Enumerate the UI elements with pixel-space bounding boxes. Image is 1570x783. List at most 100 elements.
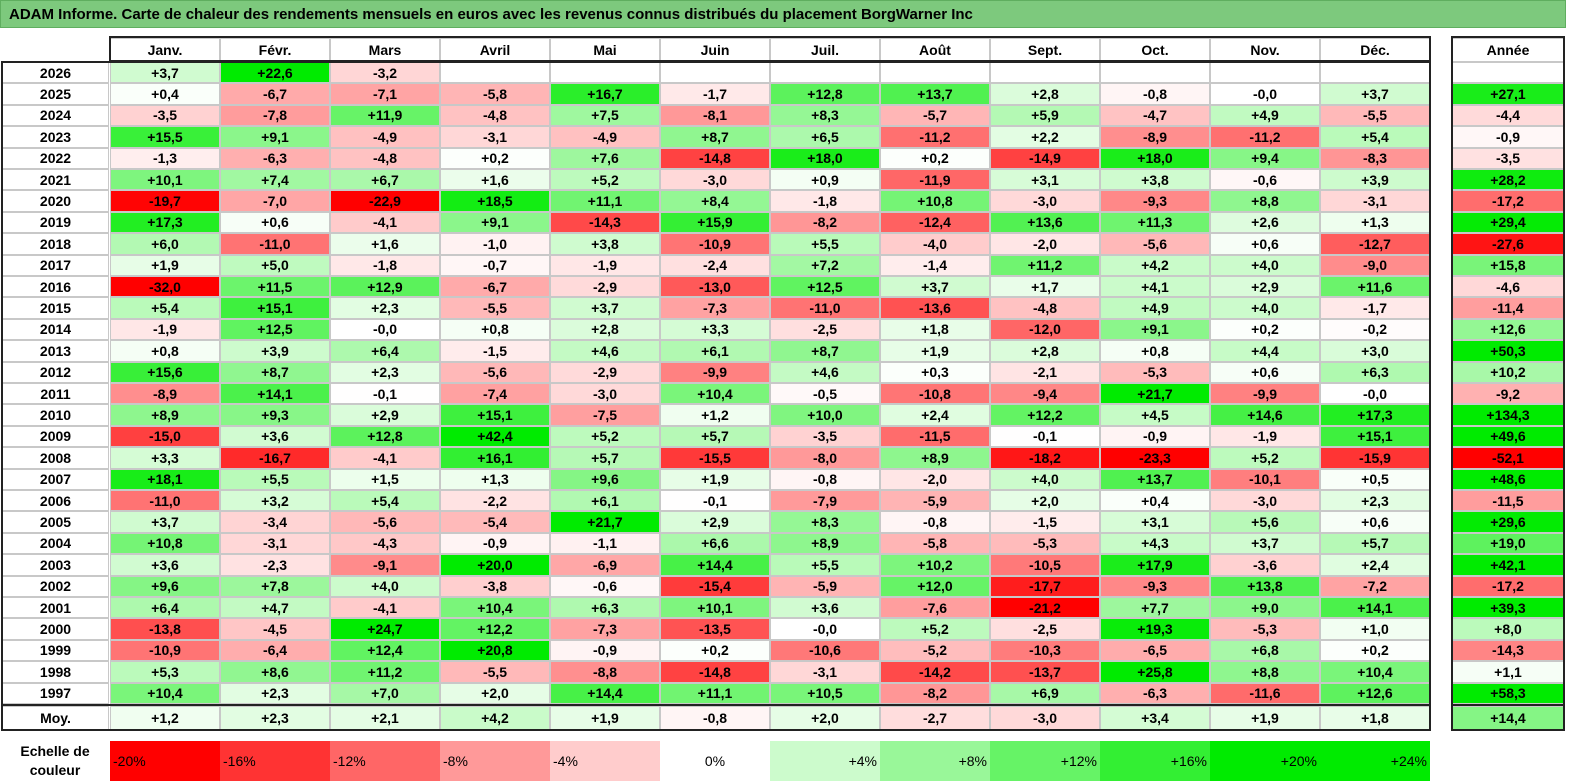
heatmap-cell: -3,4 (220, 511, 330, 533)
year-label: 1999 (2, 639, 109, 662)
heatmap-cell: +2,3 (1320, 490, 1430, 512)
year-label: 2002 (2, 575, 109, 597)
year-label: 2017 (2, 254, 109, 276)
heatmap-cell: +20,0 (440, 554, 550, 576)
heatmap-cell: +9,1 (1100, 318, 1210, 341)
heatmap-cell: -3,5 (110, 104, 220, 127)
heatmap-cell: +2,6 (1210, 211, 1320, 234)
heatmap-cell: -1,9 (1210, 425, 1320, 448)
heatmap-cell: -5,6 (1100, 233, 1210, 255)
heatmap-cell: +3,6 (770, 597, 880, 619)
heatmap-cell: +4,9 (1100, 297, 1210, 319)
heatmap-cell: -12,4 (880, 211, 990, 234)
chart-title: ADAM Informe. Carte de chaleur des rende… (9, 6, 973, 23)
heatmap-cell: -1,9 (110, 318, 220, 341)
month-header-7: Juil. (770, 38, 880, 62)
heatmap-cell: -9,9 (1210, 383, 1320, 405)
heatmap-cell: -21,2 (990, 597, 1100, 619)
heatmap-cell: +0,4 (110, 83, 220, 105)
average-cell: -3,0 (990, 706, 1100, 730)
heatmap-cell: -0,0 (330, 318, 440, 341)
heatmap-cell: +5,4 (110, 297, 220, 319)
heatmap-cell: +2,3 (220, 682, 330, 704)
heatmap-cell: +8,7 (660, 126, 770, 148)
heatmap-cell: +6,1 (550, 490, 660, 512)
average-row-label: Moy. (2, 706, 109, 730)
heatmap-cell: -10,1 (1210, 468, 1320, 490)
annual-cell: +29,6 (1452, 511, 1564, 533)
heatmap-cell: -3,0 (990, 190, 1100, 212)
heatmap-cell: -2,9 (550, 361, 660, 383)
heatmap-cell: -15,5 (660, 447, 770, 469)
heatmap-cell: +2,9 (1210, 276, 1320, 298)
year-label: 2013 (2, 340, 109, 362)
heatmap-cell: +2,9 (330, 404, 440, 426)
heatmap-cell: +5,2 (1210, 447, 1320, 469)
heatmap-cell: -10,6 (770, 639, 880, 662)
heatmap-cell: +1,2 (660, 404, 770, 426)
heatmap-cell: +2,4 (1320, 554, 1430, 576)
heatmap-cell: -7,1 (330, 83, 440, 105)
heatmap-cell: +8,4 (660, 190, 770, 212)
heatmap-cell: +10,4 (660, 383, 770, 405)
heatmap-cell: -8,9 (110, 383, 220, 405)
title-bar: ADAM Informe. Carte de chaleur des rende… (0, 0, 1566, 28)
heatmap-cell: +8,8 (1210, 661, 1320, 683)
heatmap-cell: -10,8 (880, 383, 990, 405)
heatmap-cell: -4,7 (1100, 104, 1210, 127)
heatmap-cell: -12,0 (990, 318, 1100, 341)
heatmap-cell: -5,9 (880, 490, 990, 512)
heatmap-cell: -13,6 (880, 297, 990, 319)
heatmap-cell: +11,3 (1100, 211, 1210, 234)
heatmap-cell: +0,9 (770, 169, 880, 191)
heatmap-cell: +3,6 (110, 554, 220, 576)
heatmap-cell: -17,7 (990, 575, 1100, 597)
heatmap-cell: +4,1 (1100, 276, 1210, 298)
heatmap-cell: -5,8 (440, 83, 550, 105)
annual-cell: -3,5 (1452, 147, 1564, 169)
year-label: 2003 (2, 554, 109, 576)
heatmap-cell: +6,4 (330, 340, 440, 362)
heatmap-cell: +18,0 (770, 147, 880, 169)
heatmap-cell: -0,2 (1320, 318, 1430, 341)
heatmap-cell: +5,6 (1210, 511, 1320, 533)
year-label: 1997 (2, 682, 109, 704)
heatmap-cell: -14,8 (660, 661, 770, 683)
heatmap-cell: -4,1 (330, 447, 440, 469)
heatmap-cell: -3,5 (770, 425, 880, 448)
heatmap-cell: +9,4 (1210, 147, 1320, 169)
heatmap-cell: -7,3 (550, 618, 660, 640)
heatmap-cell: -14,3 (550, 211, 660, 234)
heatmap-cell: -14,2 (880, 661, 990, 683)
heatmap-cell: +13,8 (1210, 575, 1320, 597)
heatmap-cell: +6,7 (330, 169, 440, 191)
heatmap-cell: -9,9 (660, 361, 770, 383)
heatmap-cell: +14,4 (550, 682, 660, 704)
heatmap-cell: +3,8 (550, 233, 660, 255)
heatmap-cell: -2,5 (770, 318, 880, 341)
heatmap-cell: -3,2 (330, 62, 440, 84)
heatmap-cell: +5,9 (990, 104, 1100, 127)
heatmap-cell: -13,8 (110, 618, 220, 640)
annual-cell: +134,3 (1452, 404, 1564, 426)
heatmap-cell: +10,4 (1320, 661, 1430, 683)
annual-cell: -0,9 (1452, 126, 1564, 148)
heatmap-cell: -8,2 (880, 682, 990, 704)
heatmap-cell: +5,7 (660, 425, 770, 448)
heatmap-cell: -11,6 (1210, 682, 1320, 704)
heatmap-cell: +3,7 (110, 511, 220, 533)
legend-swatch: +24% (1320, 741, 1430, 781)
heatmap-cell: +11,1 (660, 682, 770, 704)
heatmap-cell: -0,1 (990, 425, 1100, 448)
heatmap-cell: -5,6 (440, 361, 550, 383)
heatmap-cell: -22,9 (330, 190, 440, 212)
heatmap-cell: +4,3 (1100, 532, 1210, 555)
heatmap-cell: +0,8 (110, 340, 220, 362)
heatmap-cell: +12,8 (770, 83, 880, 105)
heatmap-cell (1320, 62, 1430, 84)
heatmap-cell: -9,1 (330, 554, 440, 576)
heatmap-cell: +4,9 (1210, 104, 1320, 127)
heatmap-cell: +2,8 (550, 318, 660, 341)
heatmap-cell: -7,5 (550, 404, 660, 426)
heatmap-cell: +4,0 (1210, 254, 1320, 276)
